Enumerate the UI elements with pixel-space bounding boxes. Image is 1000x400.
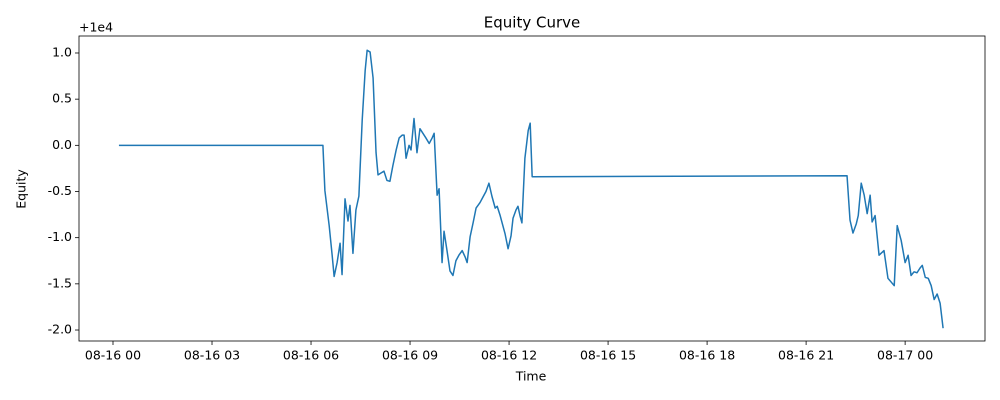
y-axis-label: Equity bbox=[14, 169, 29, 209]
x-axis-label: Time bbox=[515, 369, 547, 384]
chart-title: Equity Curve bbox=[484, 14, 580, 32]
y-tick-label: 0.5 bbox=[52, 91, 72, 106]
y-tick-label: 0.0 bbox=[52, 137, 72, 152]
y-offset-label: +1e4 bbox=[79, 20, 113, 35]
y-tick-label: -1.5 bbox=[48, 275, 72, 290]
y-tick-label: 1.0 bbox=[52, 44, 72, 59]
x-tick-label: 08-16 15 bbox=[580, 348, 636, 363]
x-tick-label: 08-16 09 bbox=[382, 348, 438, 363]
x-tick-label: 08-16 18 bbox=[679, 348, 735, 363]
y-tick-label: -1.0 bbox=[48, 229, 72, 244]
x-tick-label: 08-16 12 bbox=[481, 348, 537, 363]
x-tick-label: 08-16 03 bbox=[184, 348, 240, 363]
x-tick-label: 08-17 00 bbox=[877, 348, 933, 363]
x-tick-label: 08-16 00 bbox=[85, 348, 141, 363]
line-series bbox=[118, 49, 944, 329]
axes-frame bbox=[78, 35, 986, 342]
y-tick-label: -2.0 bbox=[48, 322, 72, 337]
x-tick-label: 08-16 21 bbox=[778, 348, 834, 363]
x-tick-label: 08-16 06 bbox=[283, 348, 339, 363]
y-tick-label: -0.5 bbox=[48, 183, 72, 198]
